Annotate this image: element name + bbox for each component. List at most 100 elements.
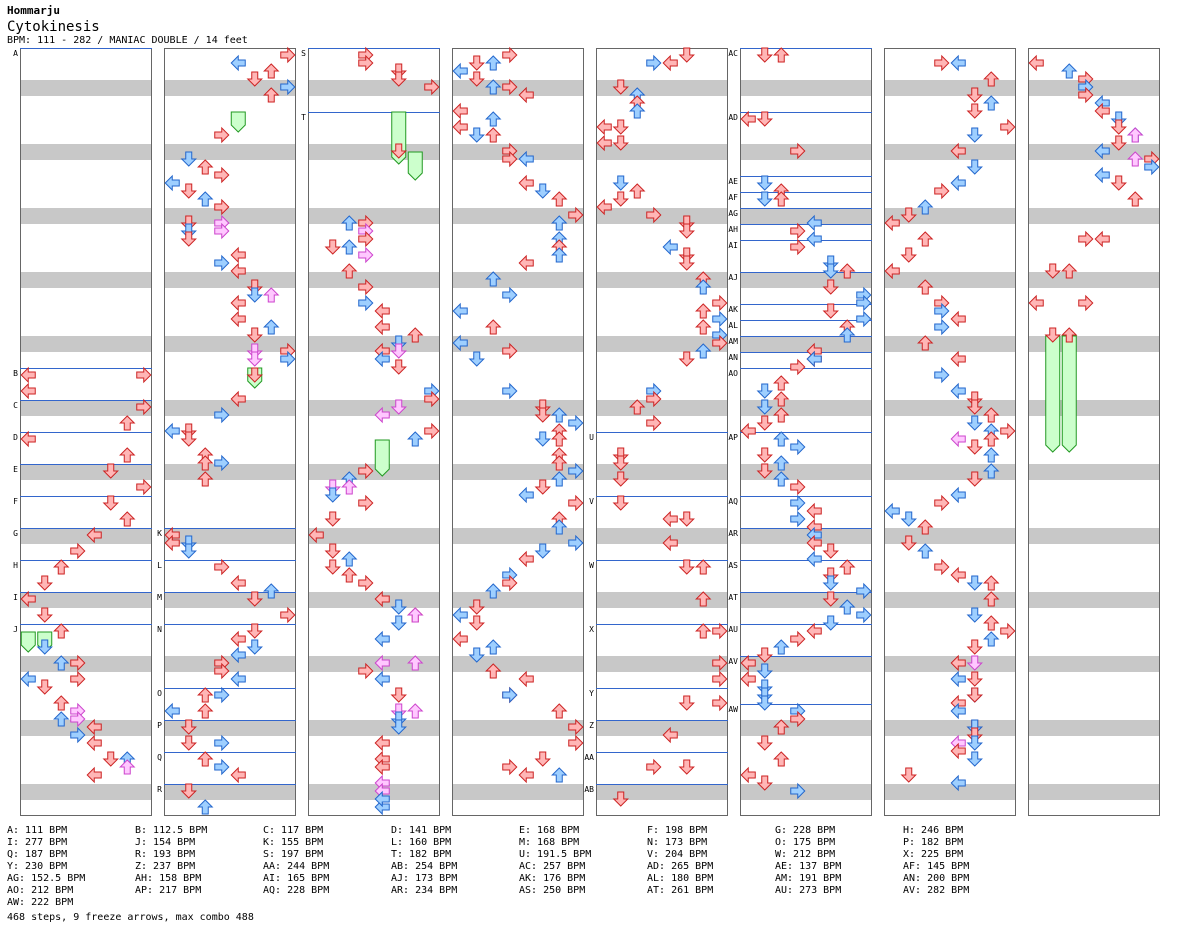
step-arrow xyxy=(534,431,551,447)
step-arrow xyxy=(806,622,822,640)
section-marker-label: J xyxy=(13,625,18,634)
step-arrow xyxy=(966,439,983,455)
step-arrow xyxy=(53,711,70,727)
bpm-entry: B: 112.5 BPM xyxy=(135,825,208,836)
step-arrow xyxy=(612,175,629,191)
step-arrow xyxy=(180,231,197,247)
chart-info: BPM: 111 - 282 / MANIAC DOUBLE / 14 feet xyxy=(7,35,248,46)
step-arrow xyxy=(263,583,280,599)
section-marker-label: AS xyxy=(728,561,738,570)
step-arrow xyxy=(246,639,263,655)
step-arrow xyxy=(136,366,152,384)
section-marker-label: AL xyxy=(728,321,738,330)
step-arrow xyxy=(502,342,518,360)
step-arrow xyxy=(246,287,263,303)
step-arrow xyxy=(756,399,773,415)
section-marker-label: Y xyxy=(589,689,594,698)
step-arrow xyxy=(822,303,839,319)
step-arrow xyxy=(70,670,86,688)
step-arrow xyxy=(917,199,934,215)
step-arrow xyxy=(20,430,36,448)
step-arrow xyxy=(822,591,839,607)
bpm-entry: AL: 180 BPM xyxy=(647,873,714,884)
step-arrow xyxy=(551,767,568,783)
section-marker-label: AD xyxy=(728,113,738,122)
section-marker-label: L xyxy=(157,561,162,570)
step-arrow xyxy=(390,687,407,703)
step-arrow xyxy=(246,327,263,343)
step-arrow xyxy=(917,543,934,559)
step-arrow xyxy=(407,655,424,671)
step-arrow xyxy=(950,774,966,792)
step-arrow xyxy=(839,599,856,615)
section-marker-label: T xyxy=(301,113,306,122)
step-arrow xyxy=(612,495,629,511)
section-marker-label: E xyxy=(13,465,18,474)
step-arrow xyxy=(214,222,230,240)
section-marker-label: AC xyxy=(728,49,738,58)
step-arrow xyxy=(358,462,374,480)
step-arrow xyxy=(934,182,950,200)
step-arrow xyxy=(102,495,119,511)
step-arrow xyxy=(358,54,374,72)
step-arrow xyxy=(773,191,790,207)
step-arrow xyxy=(856,606,872,624)
step-arrow xyxy=(662,726,678,744)
bpm-entry: L: 160 BPM xyxy=(391,837,452,848)
section-marker-label: AK xyxy=(728,305,738,314)
step-arrow xyxy=(1110,119,1127,135)
step-arrow xyxy=(983,463,1000,479)
step-arrow xyxy=(518,254,534,272)
step-arrow xyxy=(534,479,551,495)
step-arrow xyxy=(822,615,839,631)
step-arrow xyxy=(934,302,950,320)
step-arrow xyxy=(695,279,712,295)
step-arrow xyxy=(358,278,374,296)
bpm-entry: AT: 261 BPM xyxy=(647,885,714,896)
step-arrow xyxy=(740,654,756,672)
step-arrow xyxy=(308,526,324,544)
bpm-entry: U: 191.5 BPM xyxy=(519,849,592,860)
step-arrow xyxy=(390,71,407,87)
step-arrow xyxy=(551,215,568,231)
step-arrow xyxy=(966,159,983,175)
step-arrow xyxy=(950,430,966,448)
step-arrow xyxy=(790,238,806,256)
step-arrow xyxy=(983,71,1000,87)
step-arrow xyxy=(485,55,502,71)
step-arrow xyxy=(374,350,390,368)
step-arrow xyxy=(180,431,197,447)
section-marker-label: AR xyxy=(728,529,738,538)
step-arrow xyxy=(214,558,230,576)
step-arrow xyxy=(246,71,263,87)
bpm-entry: AM: 191 BPM xyxy=(775,873,842,884)
step-arrow xyxy=(822,263,839,279)
step-chart: ABCDEFGHIJKLMNOPQRSTUVWXYZAAABACADAEAFAG… xyxy=(13,46,1160,816)
step-arrow xyxy=(374,630,390,648)
step-arrow xyxy=(695,559,712,575)
step-arrow xyxy=(374,790,390,808)
step-arrow xyxy=(612,135,629,151)
step-arrow xyxy=(678,559,695,575)
step-arrow xyxy=(534,407,551,423)
step-arrow xyxy=(263,87,280,103)
step-arrow xyxy=(214,662,230,680)
step-arrow xyxy=(119,759,136,775)
section-marker-label: P xyxy=(157,721,162,730)
step-arrow xyxy=(341,215,358,231)
step-arrow xyxy=(646,414,662,432)
step-arrow xyxy=(374,302,390,320)
step-arrow xyxy=(596,198,612,216)
step-arrow xyxy=(180,543,197,559)
step-arrow xyxy=(756,463,773,479)
step-arrow xyxy=(230,670,246,688)
step-arrow xyxy=(1144,158,1160,176)
step-arrow xyxy=(36,575,53,591)
step-arrow xyxy=(230,54,246,72)
step-summary: 468 steps, 9 freeze arrows, max combo 48… xyxy=(7,912,254,923)
step-arrow xyxy=(790,630,806,648)
section-marker-label: D xyxy=(13,433,18,442)
step-arrow xyxy=(197,455,214,471)
step-arrow xyxy=(1094,102,1110,120)
bpm-entry: AN: 200 BPM xyxy=(903,873,970,884)
